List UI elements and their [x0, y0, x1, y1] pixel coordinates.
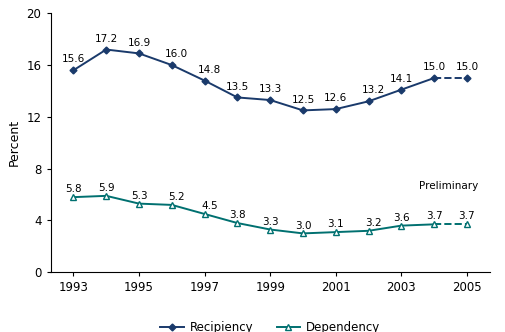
Text: 13.3: 13.3 [259, 84, 282, 94]
Y-axis label: Percent: Percent [8, 119, 21, 166]
Text: 15.6: 15.6 [62, 54, 85, 64]
Text: 15.0: 15.0 [456, 62, 478, 72]
Text: 16.0: 16.0 [165, 49, 188, 59]
Text: 3.3: 3.3 [262, 217, 278, 227]
Text: 14.8: 14.8 [198, 65, 221, 75]
Text: 3.1: 3.1 [327, 219, 344, 229]
Text: 5.8: 5.8 [65, 184, 82, 194]
Text: 12.5: 12.5 [291, 95, 315, 105]
Text: 3.6: 3.6 [393, 213, 410, 223]
Text: 3.0: 3.0 [295, 220, 311, 230]
Text: 3.8: 3.8 [229, 210, 246, 220]
Text: 13.2: 13.2 [362, 86, 385, 96]
Text: 16.9: 16.9 [127, 38, 150, 47]
Text: 12.6: 12.6 [324, 93, 347, 103]
Text: 3.2: 3.2 [365, 218, 382, 228]
Text: 14.1: 14.1 [390, 74, 413, 84]
Text: 5.2: 5.2 [169, 192, 185, 202]
Text: 4.5: 4.5 [201, 201, 218, 211]
Text: 5.9: 5.9 [98, 183, 115, 193]
Text: 15.0: 15.0 [423, 62, 446, 72]
Legend: Recipiency, Dependency: Recipiency, Dependency [155, 316, 385, 332]
Text: Preliminary: Preliminary [419, 181, 479, 191]
Text: 5.3: 5.3 [131, 191, 147, 201]
Text: 17.2: 17.2 [94, 34, 118, 44]
Text: 13.5: 13.5 [226, 82, 249, 92]
Text: 3.7: 3.7 [426, 211, 442, 221]
Text: 3.7: 3.7 [459, 211, 475, 221]
